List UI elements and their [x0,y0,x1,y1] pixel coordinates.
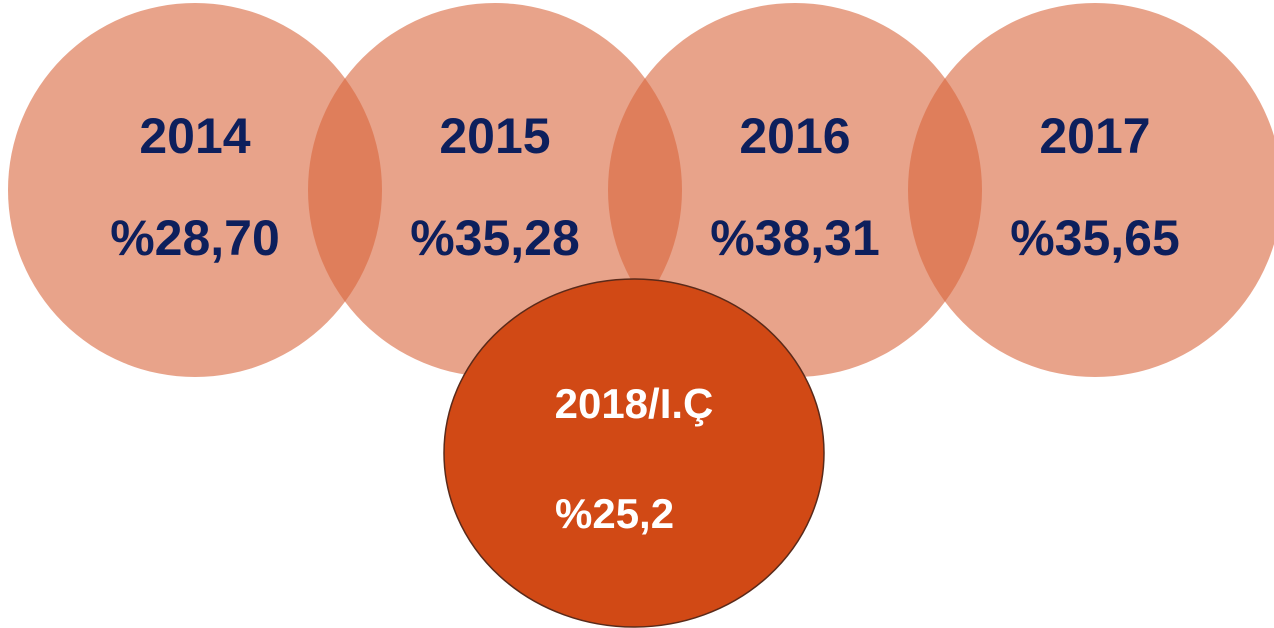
year-label: 2016 [739,108,850,164]
year-label: 2014 [139,108,250,164]
year-value: %35,65 [1010,210,1180,266]
year-value: %28,70 [110,210,280,266]
year-label: 2015 [439,108,550,164]
year-circle [8,3,382,377]
highlight-year: 2018/I.Ç [555,380,714,427]
year-circle [608,3,982,377]
year-circle [908,3,1274,377]
year-label: 2017 [1039,108,1150,164]
highlight-circle [443,278,825,628]
year-value: %38,31 [710,210,880,266]
year-value: %35,28 [410,210,580,266]
highlight-value: %25,2 [555,490,674,537]
